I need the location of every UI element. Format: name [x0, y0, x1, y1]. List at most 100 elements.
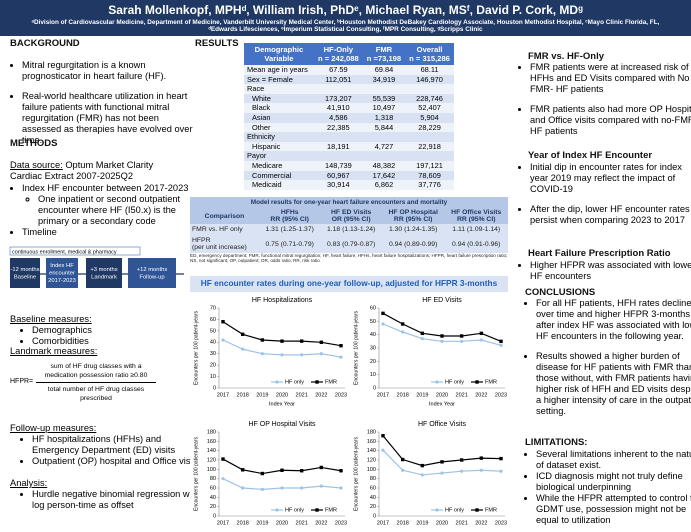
legend-label: FMR [485, 507, 497, 513]
point [221, 338, 225, 342]
x-tick-label: 2019 [256, 392, 268, 398]
x-axis-label: Index Year [269, 401, 295, 407]
cell: 228,746 [405, 93, 454, 104]
row: Other 22,385 5,844 28,229 [244, 122, 454, 133]
point [299, 339, 304, 343]
bullet-list: For all HF patients, HFH rates declined … [518, 298, 691, 426]
point [280, 353, 284, 357]
label: Baseline measures: [10, 314, 92, 324]
point [319, 352, 323, 356]
x-tick-label: 2023 [495, 520, 507, 526]
point [400, 322, 405, 326]
point [221, 320, 225, 324]
point [400, 457, 405, 462]
footnote: ED, emergency department; FMR, functiona… [190, 253, 508, 263]
cell: 41,910 [313, 103, 363, 113]
timeline-label: +12 months [137, 267, 168, 273]
point [440, 339, 444, 343]
cell: 28,229 [405, 122, 454, 133]
point [339, 486, 343, 490]
cell: Sex = Female [244, 74, 314, 85]
label: Data source: [10, 160, 63, 170]
legend-marker [275, 380, 279, 384]
cell: 60,967 [313, 170, 363, 181]
bullet: While the HFPR attempted to control for … [536, 493, 691, 526]
cell: 1,318 [362, 112, 406, 123]
cell: 6,862 [362, 180, 406, 190]
y-tick-label: 120 [367, 457, 376, 463]
bullet: HF hospitalizations (HFHs) and Emergency… [32, 434, 200, 456]
bullet: FMR patients were at increased risk of H… [530, 62, 691, 95]
chart-title: HF OP Hospital Visits [248, 421, 316, 428]
cell: 78,609 [405, 170, 454, 181]
cell: 1.18 (1.13-1.24) [320, 224, 382, 235]
point [280, 339, 284, 343]
cell: 0.83 (0.79-0.87) [320, 235, 382, 253]
cell: White [244, 93, 314, 104]
header-cell: Demographic Variable [244, 43, 314, 65]
cell: 37,776 [405, 180, 454, 190]
formula: sum of HF drug classes with a medication… [36, 362, 156, 403]
timeline-label: Index HF [50, 263, 74, 269]
enrollment-label: continuous enrollment, medical & pharmac… [12, 250, 117, 256]
cell: 10,497 [362, 103, 406, 113]
point [280, 486, 284, 490]
y-tick-label: 50 [210, 328, 216, 334]
y-axis-label: Encounters per 100 patient-years [353, 311, 359, 385]
header-text: RR (95% CI) [393, 216, 433, 223]
cell: 1.30 (1.24-1.35) [381, 224, 445, 235]
x-tick-label: 2021 [296, 520, 308, 526]
charts: HF Hospitalizations Encounters per 100 pa… [190, 293, 508, 532]
y-tick-label: 50 [370, 319, 376, 325]
timeline-box [46, 258, 78, 288]
y-tick-label: 20 [370, 504, 376, 510]
cell: 48,382 [362, 160, 406, 171]
bullet: Comorbidities [32, 336, 192, 347]
legend-label: HF only [285, 379, 304, 385]
cell: 55,539 [362, 93, 406, 104]
point [479, 338, 483, 342]
cell: 148,739 [313, 160, 363, 171]
point [420, 463, 425, 468]
cell: Medicaid [244, 180, 314, 190]
header-text: HF OP Hospital [388, 209, 438, 216]
x-tick-label: 2017 [377, 520, 389, 526]
cell: Commercial [244, 170, 314, 181]
header-row: Comparison HFHs RR (95% CI) HF ED Visits OR … [190, 208, 508, 224]
bullet: For all HF patients, HFH rates declined … [536, 298, 691, 342]
y-tick-label: 0 [373, 385, 376, 391]
bullet: Outpatient (OP) hospital and Office visi… [32, 456, 200, 467]
point [459, 458, 464, 462]
point [401, 330, 405, 334]
cell: 5,904 [405, 112, 454, 123]
point [381, 322, 385, 326]
point [300, 353, 304, 357]
y-tick-label: 20 [370, 359, 376, 365]
cell: 4,727 [362, 141, 406, 152]
x-tick-label: 2023 [335, 392, 347, 398]
denominator: total number of HF drug classes prescrib… [47, 386, 145, 402]
formula-label: HFPR= [10, 378, 34, 385]
cell: 67.59 [313, 65, 363, 75]
header-text: HF Office Visits [451, 209, 502, 216]
cell: 197,121 [405, 160, 454, 171]
x-tick-label: 2020 [436, 392, 448, 398]
point [420, 473, 424, 477]
legend-label: HF only [285, 507, 304, 513]
point [221, 457, 225, 461]
point [339, 355, 343, 359]
chart-title: HF Hospitalizations [252, 297, 313, 304]
header-cell: HF-Only n = 242,088 [313, 43, 363, 65]
point [460, 469, 464, 473]
cell: 112,051 [313, 74, 363, 85]
y-axis-label: Encounters per 100 patient-years [193, 437, 199, 511]
point [339, 469, 343, 473]
bullet: Higher HFPR was associated with lower HF… [530, 260, 691, 282]
bullet-list: Higher HFPR was associated with lower HF… [512, 260, 691, 282]
legend-label: HF only [445, 507, 464, 513]
point [260, 352, 264, 356]
header-text: HF ED Visits [331, 209, 372, 216]
row: Black 41,910 10,497 52,407 [244, 103, 454, 113]
y-tick-label: 80 [370, 476, 376, 482]
x-tick-label: 2020 [276, 392, 288, 398]
